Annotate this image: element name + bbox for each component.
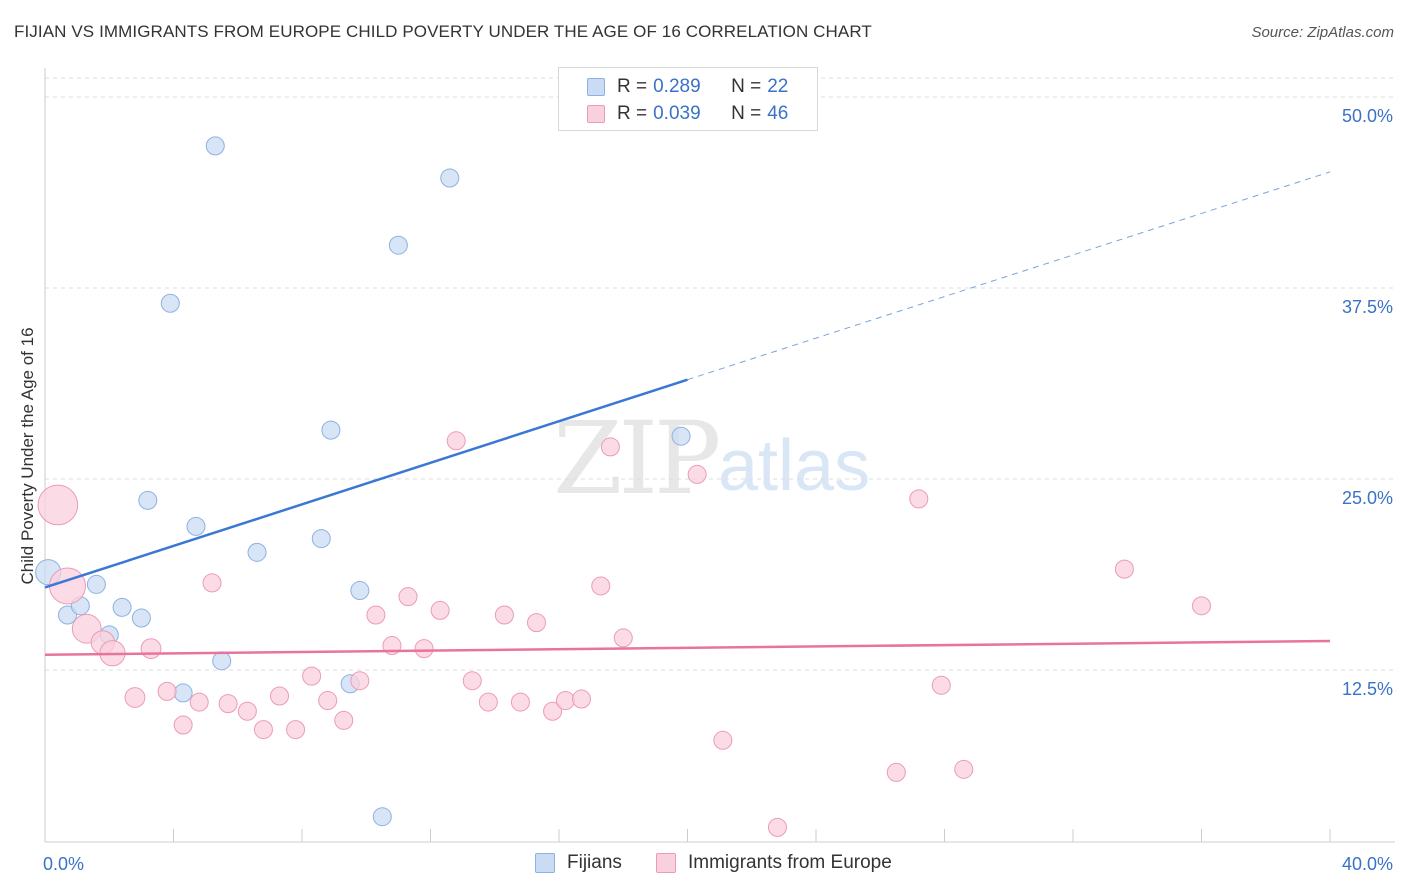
fijian-point [186,516,206,536]
immigrant-point [218,694,238,714]
fijian-point [311,529,331,549]
legend-swatch-immigrants [656,853,676,873]
legend-r-value: 0.289 [653,76,701,97]
legend-label-immigrants: Immigrants from Europe [688,852,892,873]
fijian-point [112,597,132,617]
fijian-point [160,293,180,313]
immigrant-point [687,464,707,484]
immigrant-point [600,437,620,457]
fijian-point [57,605,77,625]
immigrant-point [886,762,906,782]
immigrant-point [124,687,146,708]
immigrant-point [366,605,386,625]
immigrant-point [270,686,290,706]
fijian-point [131,608,151,628]
series-legend: Fijians Immigrants from Europe [0,852,1406,878]
fijian-point [173,683,193,703]
chart-title: FIJIAN VS IMMIGRANTS FROM EUROPE CHILD P… [14,22,872,41]
fijian-point [372,807,392,827]
fijians-trend-extension [687,171,1331,381]
fijian-point [212,651,232,671]
legend-n-label: N = [731,103,762,124]
immigrant-point [414,639,434,659]
immigrant-point [302,666,322,686]
immigrant-point [478,692,498,712]
watermark-atlas: atlas [718,426,871,506]
immigrant-point [1114,559,1134,579]
immigrant-point [527,613,547,633]
fijian-point [671,426,691,446]
immigrant-point [334,710,354,730]
y-tick-label: 50.0% [1342,106,1393,126]
fijian-point [321,420,341,440]
source-credit: Source: ZipAtlas.com [1251,24,1394,41]
y-axis-label: Child Poverty Under the Age of 16 [18,327,37,585]
immigrant-point [767,817,787,837]
y-tick-label: 12.5% [1342,679,1393,699]
fijian-point [205,136,225,156]
legend-r-label: R = [617,76,648,97]
immigrant-point [713,730,733,750]
immigrant-point [462,671,482,691]
fijian-point [350,581,370,601]
immigrant-point [571,689,591,709]
watermark-zip: ZIP [553,400,721,517]
y-tick-label: 37.5% [1342,297,1393,317]
immigrant-point [37,484,79,526]
immigrant-point [237,701,257,721]
immigrant-point [318,691,338,711]
legend-item-fijians[interactable]: Fijians [535,852,622,874]
fijian-point [138,490,158,510]
immigrant-point [510,692,530,712]
immigrant-point [350,671,370,691]
legend-swatch-fijians [535,853,555,873]
immigrant-point [909,489,929,509]
immigrants-trend-line [44,639,1331,656]
immigrant-point [954,759,974,779]
legend-row-immigrants: R = 0.039 N = 46 [559,101,788,127]
immigrant-point [398,587,418,607]
x-tick-label-min: 0.0% [43,854,84,874]
legend-r-value: 0.039 [653,103,701,124]
legend-row-fijians: R = 0.289 N = 22 [559,74,788,100]
immigrant-point [430,600,450,620]
immigrant-point [48,567,86,605]
immigrant-point [543,701,563,721]
legend-n-label: N = [731,76,762,97]
immigrant-point [202,573,222,593]
fijian-point [388,235,408,255]
immigrant-point [494,605,514,625]
fijians-trend-line [44,378,688,589]
legend-r-label: R = [617,103,648,124]
legend-swatch-fijians [587,78,605,96]
legend-swatch-immigrants [587,105,605,123]
x-tick-label-max: 40.0% [1342,854,1393,874]
immigrant-point [253,720,273,740]
fijian-point [440,168,460,188]
fijian-point [86,574,106,594]
immigrant-point [446,431,466,451]
immigrant-point [613,628,633,648]
y-tick-label: 25.0% [1342,488,1393,508]
legend-label-fijians: Fijians [567,852,622,873]
legend-n-value: 46 [767,103,789,124]
immigrant-point [931,675,951,695]
fijian-point [247,542,267,562]
immigrant-point [591,576,611,596]
immigrant-point [157,681,177,701]
immigrant-point [173,715,193,735]
immigrant-point [140,638,162,660]
legend-n-value: 22 [767,76,789,97]
immigrant-point [189,692,209,712]
legend-item-immigrants[interactable]: Immigrants from Europe [656,852,892,874]
immigrant-point [1192,596,1211,616]
immigrant-point [555,691,575,711]
correlation-legend: R = 0.289 N = 22 R = 0.039 N = 46 [558,67,818,131]
immigrant-point [286,720,306,740]
